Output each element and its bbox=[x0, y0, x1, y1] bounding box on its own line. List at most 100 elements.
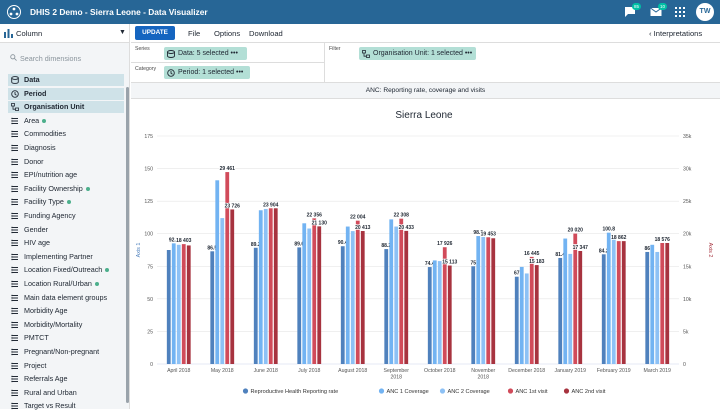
dimension-item[interactable]: Morbidity/Mortality bbox=[8, 319, 124, 331]
chart-bar[interactable] bbox=[258, 210, 263, 364]
period-chip[interactable]: Period: 1 selected ••• bbox=[164, 66, 250, 79]
more-options-icon[interactable]: ••• bbox=[462, 50, 473, 57]
chart-bar[interactable] bbox=[176, 244, 181, 364]
chart-bar[interactable] bbox=[253, 247, 258, 364]
chart-bar[interactable] bbox=[220, 218, 225, 364]
chart-bar[interactable] bbox=[660, 242, 665, 364]
legend-item-label[interactable]: ANC 1st visit bbox=[516, 389, 548, 395]
file-menu[interactable]: File bbox=[188, 29, 201, 38]
chart-bar[interactable] bbox=[471, 266, 476, 364]
download-menu[interactable]: Download bbox=[249, 29, 283, 38]
chart-bar[interactable] bbox=[558, 257, 563, 364]
chart-bar[interactable] bbox=[655, 251, 660, 364]
chart-bar[interactable] bbox=[394, 226, 399, 364]
chart-bar[interactable] bbox=[611, 236, 616, 364]
chart-bar[interactable] bbox=[568, 253, 573, 364]
dimension-item[interactable]: Diagnosis bbox=[8, 142, 124, 154]
chart-bar[interactable] bbox=[563, 238, 568, 364]
chart-bar[interactable] bbox=[307, 228, 312, 364]
chart-bar[interactable] bbox=[302, 223, 307, 364]
dimension-item[interactable]: Implementing Partner bbox=[8, 251, 124, 263]
update-button[interactable]: UPDATE bbox=[135, 26, 175, 40]
dimension-item[interactable]: HIV age bbox=[8, 237, 124, 249]
data-chip[interactable]: Data: 5 selected ••• bbox=[164, 47, 247, 60]
dimension-item[interactable]: Main data element groups bbox=[8, 292, 124, 304]
legend-item-label[interactable]: Reproductive Health Reporting rate bbox=[251, 389, 339, 395]
chart-bar[interactable] bbox=[384, 249, 389, 364]
chart-bar[interactable] bbox=[442, 247, 447, 364]
chart-bar[interactable] bbox=[225, 172, 230, 364]
chart-bar[interactable] bbox=[519, 266, 524, 364]
dimension-item[interactable]: Project bbox=[8, 360, 124, 372]
user-avatar[interactable]: TW bbox=[696, 3, 714, 21]
chart-bar[interactable] bbox=[432, 260, 437, 364]
legend-item-label[interactable]: ANC 2nd visit bbox=[572, 389, 606, 395]
more-options-icon[interactable]: ••• bbox=[228, 50, 238, 57]
chart-bar[interactable] bbox=[665, 242, 670, 364]
chart-bar[interactable] bbox=[491, 238, 496, 364]
sidebar-scrollbar[interactable] bbox=[126, 87, 129, 403]
dimension-item[interactable]: Pregnant/Non-pregnant bbox=[8, 346, 124, 358]
chart-bar[interactable] bbox=[573, 233, 578, 364]
chart-bar[interactable] bbox=[230, 209, 235, 364]
chart-bar[interactable] bbox=[616, 241, 621, 364]
legend-marker[interactable] bbox=[563, 388, 570, 394]
chart-bar[interactable] bbox=[524, 273, 529, 364]
chart-bar[interactable] bbox=[215, 180, 220, 364]
more-options-icon[interactable]: ••• bbox=[234, 69, 244, 76]
chart-bar[interactable] bbox=[312, 218, 317, 364]
chart-bar[interactable] bbox=[645, 251, 650, 364]
messages-icon[interactable] bbox=[624, 6, 636, 18]
chart-bar[interactable] bbox=[399, 218, 404, 364]
chart-bar[interactable] bbox=[268, 208, 273, 364]
dimension-item[interactable]: Facility Ownership bbox=[8, 183, 124, 195]
chart-bar[interactable] bbox=[486, 237, 491, 364]
chart-bar[interactable] bbox=[427, 267, 432, 364]
dimension-item[interactable]: Facility Type bbox=[8, 196, 124, 208]
dimension-item[interactable]: EPI/nutrition age bbox=[8, 169, 124, 181]
dimension-item[interactable]: Donor bbox=[8, 156, 124, 168]
chart-bar[interactable] bbox=[601, 254, 606, 364]
dimension-item[interactable]: Data bbox=[8, 74, 124, 86]
dimension-search-input[interactable]: Search dimensions bbox=[8, 51, 124, 65]
dimension-item[interactable]: PMTCT bbox=[8, 332, 124, 344]
chart-bar[interactable] bbox=[171, 243, 176, 364]
dimension-item[interactable]: Area bbox=[8, 115, 124, 127]
legend-item-label[interactable]: ANC 2 Coverage bbox=[448, 389, 490, 395]
dimension-item[interactable]: Rural and Urban bbox=[8, 387, 124, 399]
visualization-type-selector[interactable]: Column ▼ bbox=[0, 24, 130, 43]
chart-bar[interactable] bbox=[389, 219, 394, 364]
legend-item-label[interactable]: ANC 1 Coverage bbox=[387, 389, 429, 395]
dimension-item[interactable]: Location Fixed/Outreach bbox=[8, 264, 124, 276]
chart-bar[interactable] bbox=[529, 256, 534, 364]
dimension-item[interactable]: Gender bbox=[8, 224, 124, 236]
chart-bar[interactable] bbox=[210, 251, 215, 364]
legend-marker[interactable] bbox=[378, 388, 385, 394]
dimension-item[interactable]: Period bbox=[8, 87, 124, 100]
apps-grid-icon[interactable] bbox=[674, 6, 686, 18]
chart-bar[interactable] bbox=[355, 220, 360, 364]
chart-bar[interactable] bbox=[514, 276, 519, 364]
dimension-item[interactable]: Commodities bbox=[8, 128, 124, 140]
interpretations-button[interactable]: ‹ Interpretations bbox=[649, 29, 702, 38]
chart-bar[interactable] bbox=[437, 261, 442, 364]
dimension-item[interactable]: Morbidity Age bbox=[8, 305, 124, 317]
chart-bar[interactable] bbox=[650, 244, 655, 364]
chart-bar[interactable] bbox=[297, 247, 302, 364]
chart-bar[interactable] bbox=[476, 236, 481, 364]
legend-marker[interactable] bbox=[242, 388, 249, 394]
orgunit-chip[interactable]: Organisation Unit: 1 selected ••• bbox=[359, 47, 476, 60]
chart-bar[interactable] bbox=[578, 250, 583, 364]
chart-bar[interactable] bbox=[263, 208, 268, 364]
chart-bar[interactable] bbox=[606, 232, 611, 364]
chart-bar[interactable] bbox=[317, 226, 322, 364]
chart-bar[interactable] bbox=[345, 226, 350, 364]
chart-bar[interactable] bbox=[481, 236, 486, 364]
dimension-item[interactable]: Location Rural/Urban bbox=[8, 278, 124, 290]
legend-marker[interactable] bbox=[507, 388, 514, 394]
chart-bar[interactable] bbox=[360, 231, 365, 364]
legend-marker[interactable] bbox=[439, 388, 446, 394]
dimension-item[interactable]: Target vs Result bbox=[8, 400, 124, 412]
options-menu[interactable]: Options bbox=[214, 29, 241, 38]
visualization-title[interactable]: ANC: Reporting rate, coverage and visits bbox=[131, 83, 720, 99]
